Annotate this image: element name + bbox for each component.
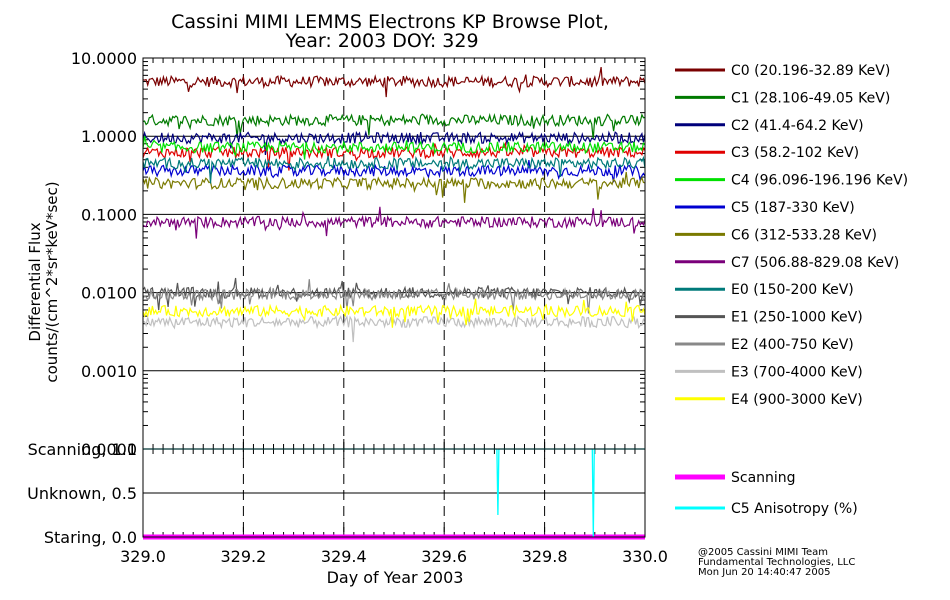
legend-label: C0 (20.196-32.89 KeV) — [731, 63, 890, 79]
mode-panel: Staring, 0.0 Unknown, 0.5 Scanning, 1.0 329… — [27, 440, 668, 566]
legend-label: C5 (187-330 KeV) — [731, 200, 855, 216]
series-line — [142, 171, 646, 203]
legend-label: E2 (400-750 KeV) — [731, 337, 854, 353]
flux-panel-frame — [142, 57, 646, 450]
legend: C0 (20.196-32.89 KeV) C1 (28.106-49.05 Ke… — [675, 63, 908, 517]
y-tick-label: 0.1000 — [81, 205, 137, 224]
legend-label: C2 (41.4-64.2 KeV) — [731, 118, 864, 134]
x-tick-label: 329.8 — [522, 547, 568, 566]
series-line — [142, 279, 646, 314]
footer-copyright: @2005 Cassini MIMI Team — [698, 547, 828, 558]
series-line — [142, 112, 646, 140]
legend-label: E3 (700-4000 KeV) — [731, 364, 863, 380]
series-line — [142, 130, 646, 155]
series-line — [142, 160, 646, 183]
series-line — [142, 277, 646, 311]
chart-subtitle: Year: 2003 DOY: 329 — [284, 30, 478, 52]
chart-title: Cassini MIMI LEMMS Electrons KP Browse P… — [171, 11, 609, 33]
mode-panel-frame — [142, 448, 646, 538]
legend-label: C3 (58.2-102 KeV) — [731, 145, 859, 161]
y-tick-label: 0.0100 — [81, 284, 137, 303]
series-line — [142, 66, 646, 98]
y-axis-label: Differential Flux counts/(cm^2*sr*keV*se… — [26, 181, 61, 382]
series-line — [142, 298, 646, 328]
x-tick-label: 329.4 — [321, 547, 367, 566]
series-line — [142, 135, 646, 160]
x-axis-label: Day of Year 2003 — [327, 568, 464, 587]
flux-panel: 10.0000 1.0000 0.1000 0.0100 0.0010 0.0001 — [71, 49, 646, 537]
mode-tick-label: Staring, 0.0 — [44, 528, 137, 547]
legend-label: C4 (96.096-196.196 KeV) — [731, 173, 908, 189]
legend-label: E4 (900-3000 KeV) — [731, 392, 863, 408]
footer-credits: @2005 Cassini MIMI Team Fundamental Tech… — [698, 547, 855, 578]
legend-label: C1 (28.106-49.05 KeV) — [731, 90, 890, 106]
y-tick-label: 0.0001 — [81, 440, 137, 459]
legend-label: E1 (250-1000 KeV) — [731, 310, 863, 326]
legend-label: Scanning — [731, 470, 796, 486]
legend-label: C5 Anisotropy (%) — [731, 501, 858, 517]
mode-tick-label: Scanning, 1.0 — [28, 440, 137, 459]
title-group: Cassini MIMI LEMMS Electrons KP Browse P… — [171, 11, 609, 52]
x-tick-label: 330.0 — [622, 547, 668, 566]
footer-timestamp: Mon Jun 20 14:40:47 2005 — [698, 567, 831, 578]
y-axis-label-line-1: Differential Flux — [26, 222, 44, 341]
y-tick-label: 1.0000 — [81, 127, 137, 146]
x-tick-label: 329.0 — [120, 547, 166, 566]
legend-label: C6 (312-533.28 KeV) — [731, 227, 877, 243]
mode-tick-label: Unknown, 0.5 — [27, 484, 137, 503]
series-line — [142, 206, 646, 239]
y-tick-label: 10.0000 — [71, 49, 137, 68]
footer-company: Fundamental Technologies, LLC — [698, 557, 855, 568]
y-axis-label-line-2: counts/(cm^2*sr*keV*sec) — [43, 181, 61, 382]
series-line — [142, 155, 646, 184]
y-tick-label: 0.0010 — [81, 362, 137, 381]
legend-label: C7 (506.88-829.08 KeV) — [731, 255, 899, 271]
legend-label: E0 (150-200 KeV) — [731, 282, 854, 298]
x-tick-label: 329.6 — [421, 547, 467, 566]
x-tick-label: 329.2 — [220, 547, 266, 566]
series-line — [142, 314, 646, 343]
